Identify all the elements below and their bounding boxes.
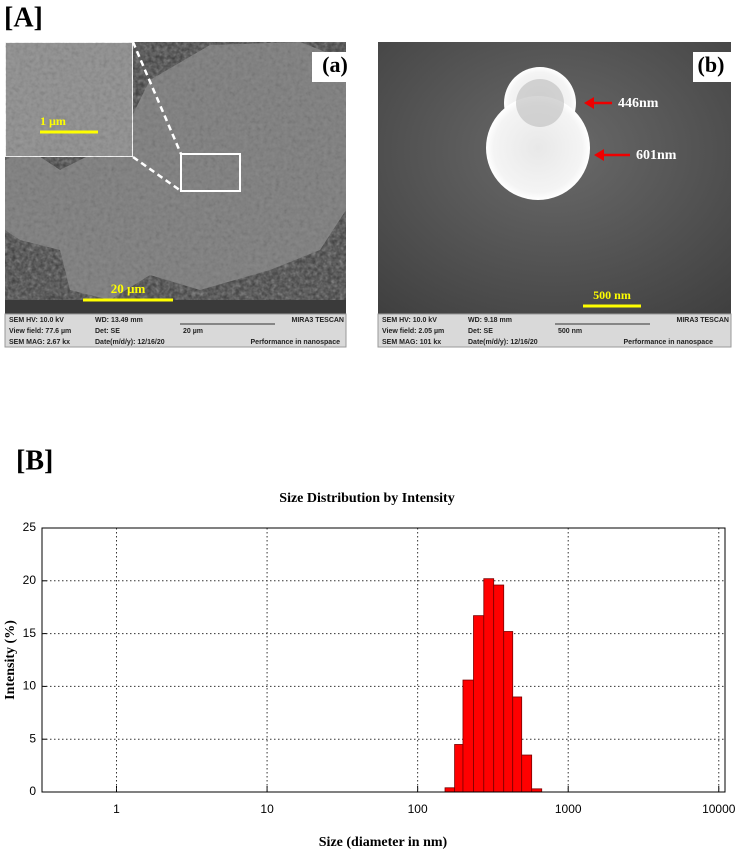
annotation: 446nm (618, 96, 659, 111)
info-text: SEM HV: 10.0 kV (9, 317, 64, 324)
bar (473, 615, 485, 793)
chart-title: Size Distribution by Intensity (279, 491, 454, 506)
info-text: 20 µm (183, 328, 203, 335)
info-text: Performance in nanospace (624, 339, 714, 346)
y-tick-label: 20 (23, 573, 37, 587)
panel-label: [A] (4, 2, 43, 33)
info-text: MIRA3 TESCAN (676, 317, 729, 324)
y-tick-label: 10 (23, 679, 37, 693)
info-text: View field: 77.6 µm (9, 328, 71, 335)
particle-aggregate (5, 42, 346, 300)
x-tick-label: 10000 (702, 802, 736, 816)
x-tick-label: 100 (408, 802, 428, 816)
info-text: Performance in nanospace (251, 339, 341, 346)
info-text: Det: SE (95, 328, 120, 335)
info-text: Date(m/d/y): 12/16/20 (95, 339, 165, 346)
scale-label: 20 µm (111, 281, 146, 296)
info-text: SEM MAG: 2.67 kx (9, 339, 70, 346)
y-tick-label: 25 (23, 520, 37, 534)
y-tick-label: 0 (29, 784, 36, 798)
info-text: SEM MAG: 101 kx (382, 339, 441, 346)
bar (454, 744, 464, 793)
inset-scale-label: 1 µm (40, 114, 66, 128)
y-tick-label: 15 (23, 626, 37, 640)
inset (4, 41, 134, 158)
panel-label: [B] (16, 445, 53, 476)
info-text: SEM HV: 10.0 kV (382, 317, 437, 324)
y-axis-label: Intensity (%) (3, 620, 18, 700)
annotation: 601nm (636, 148, 677, 163)
zoom-box (180, 153, 241, 192)
bar (521, 754, 533, 793)
arrowhead (594, 149, 604, 161)
x-tick-label: 1 (113, 802, 120, 816)
bar (493, 584, 505, 793)
bar (444, 787, 456, 793)
sem-image-b: 446nm 601nm 500 nm (b) SEM HV: 10.0 kV W… (377, 42, 732, 348)
image-label: (b) (698, 52, 725, 77)
bar (512, 696, 523, 793)
plot-frame (41, 527, 726, 793)
particle (486, 96, 590, 200)
info-text: MIRA3 TESCAN (291, 317, 344, 324)
info-bar (4, 313, 347, 348)
label-box (693, 52, 731, 82)
label-box (312, 52, 346, 82)
x-tick-label: 10 (260, 802, 274, 816)
info-text: WD: 13.49 mm (95, 317, 143, 324)
y-tick-label: 5 (29, 731, 36, 745)
info-text: Det: SE (468, 328, 493, 335)
bar (483, 578, 495, 793)
arrowhead (584, 97, 594, 109)
scale-label: 500 nm (593, 288, 631, 302)
particle-core (516, 79, 564, 127)
info-text: WD: 9.18 mm (468, 317, 512, 324)
zoom-line (131, 41, 183, 155)
bar (462, 679, 474, 793)
info-text: View field: 2.05 µm (382, 328, 444, 335)
x-tick-label: 1000 (555, 802, 582, 816)
x-axis-label: Size (diameter in nm) (319, 835, 448, 850)
info-text: 500 nm (558, 328, 582, 335)
sem-image-a: 1 µm 20 µm (a) SEM HV: 10.0 kV WD: 13.49… (4, 41, 348, 348)
image-label: (a) (322, 52, 348, 77)
bar (503, 631, 514, 793)
info-text: Date(m/d/y): 12/16/20 (468, 339, 538, 346)
info-bar (377, 313, 732, 348)
